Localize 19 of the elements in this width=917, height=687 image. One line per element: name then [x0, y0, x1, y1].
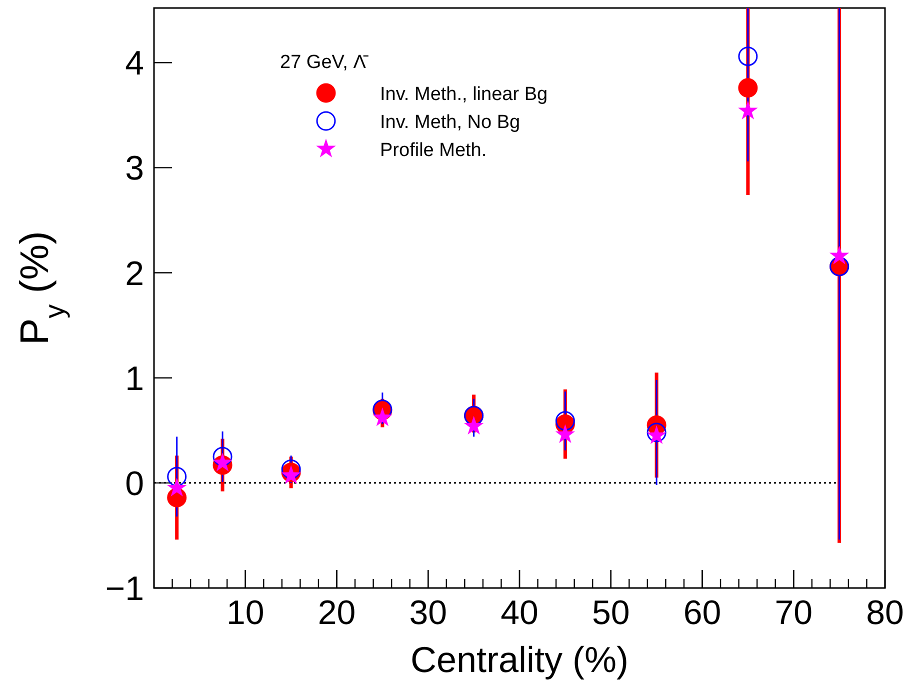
legend-label: Profile Meth.: [380, 140, 487, 161]
x-tick-label: 20: [318, 594, 356, 632]
y-tick-label: 3: [125, 150, 144, 188]
legend-label: Inv. Meth, No Bg: [380, 112, 520, 133]
y-tick-label: 1: [125, 360, 144, 398]
x-tick-label: 30: [409, 594, 448, 632]
legend-title: 27 GeV, Λ̄: [280, 52, 369, 73]
x-tick-label: 60: [683, 594, 722, 632]
legend-label: Inv. Meth., linear Bg: [380, 84, 548, 105]
x-tick-label: 10: [226, 594, 264, 632]
y-tick-label: −1: [105, 570, 144, 608]
x-tick-label: 80: [866, 594, 904, 632]
y-tick-label: 0: [125, 464, 144, 503]
x-tick-label: 70: [774, 594, 813, 632]
y-tick-label: 4: [125, 44, 144, 83]
x-tick-label: 40: [500, 594, 538, 632]
x-tick-label: 50: [592, 594, 630, 632]
x-axis-title: Centrality (%): [410, 639, 629, 680]
y-tick-label: 2: [125, 254, 144, 293]
